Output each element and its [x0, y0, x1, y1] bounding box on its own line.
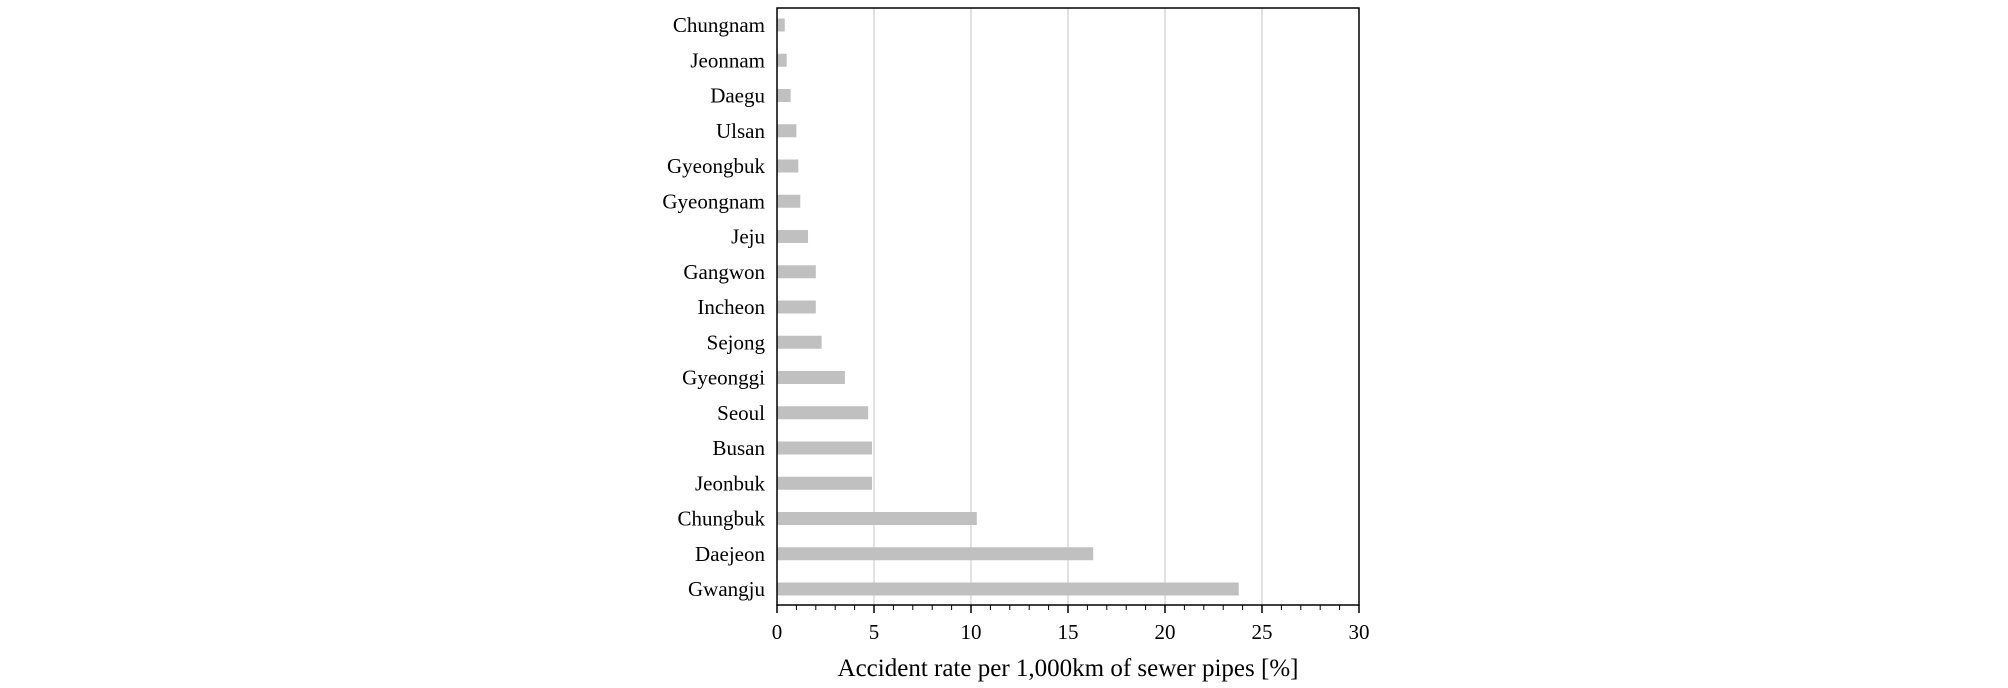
x-axis-title: Accident rate per 1,000km of sewer pipes… — [838, 655, 1299, 682]
bar-jeju — [777, 230, 809, 243]
category-label: Busan — [713, 436, 766, 460]
bar-incheon — [777, 300, 816, 314]
x-tick-label: 10 — [961, 620, 982, 644]
category-label: Gyeongbuk — [667, 154, 765, 178]
grid-lines — [873, 8, 1263, 605]
bar-gangwon — [777, 265, 816, 279]
bar-jeonnam — [777, 53, 787, 67]
category-label: Gyeongnam — [662, 189, 765, 213]
x-tick-label: 20 — [1155, 620, 1176, 644]
category-label: Gwangju — [688, 577, 765, 601]
category-labels: Chungnam Jeonnam Daegu Ulsan Gyeongbuk Gyeong… — [662, 13, 765, 601]
category-label: Gangwon — [683, 260, 765, 284]
x-tick-label: 15 — [1058, 620, 1079, 644]
bar-gyeongnam — [777, 194, 801, 208]
category-label: Ulsan — [716, 119, 765, 143]
x-tick-label: 0 — [772, 620, 783, 644]
bar-ulsan — [777, 124, 797, 138]
bar-jeonbuk — [777, 476, 873, 490]
bar-gwangju — [777, 582, 1239, 596]
bar-gyeonggi — [777, 371, 845, 384]
x-tick-label: 25 — [1252, 620, 1273, 644]
category-label: Jeju — [731, 225, 765, 249]
category-label: Daegu — [710, 84, 765, 108]
bar-seoul — [777, 406, 869, 420]
bar-sejong — [777, 335, 822, 349]
x-tick-label: 5 — [869, 620, 880, 644]
bars — [777, 18, 1239, 596]
category-label: Jeonbuk — [695, 471, 765, 495]
x-axis-ticks — [776, 605, 1360, 613]
category-label: Sejong — [707, 330, 766, 354]
category-label: Chungnam — [673, 13, 765, 37]
bar-busan — [777, 441, 873, 455]
bar-chungnam — [777, 18, 785, 32]
category-label: Chungbuk — [677, 507, 765, 531]
bar-daejeon — [777, 547, 1094, 561]
bar-gyeongbuk — [777, 159, 799, 173]
bar-chungbuk — [777, 512, 977, 525]
bar-daegu — [777, 89, 791, 102]
x-tick-labels: 0 5 10 15 20 25 30 — [772, 620, 1370, 644]
category-label: Jeonnam — [690, 48, 765, 72]
category-label: Daejeon — [695, 542, 765, 566]
category-label: Seoul — [717, 401, 765, 425]
category-label: Gyeonggi — [682, 366, 765, 390]
category-label: Incheon — [697, 295, 765, 319]
x-tick-label: 30 — [1349, 620, 1370, 644]
